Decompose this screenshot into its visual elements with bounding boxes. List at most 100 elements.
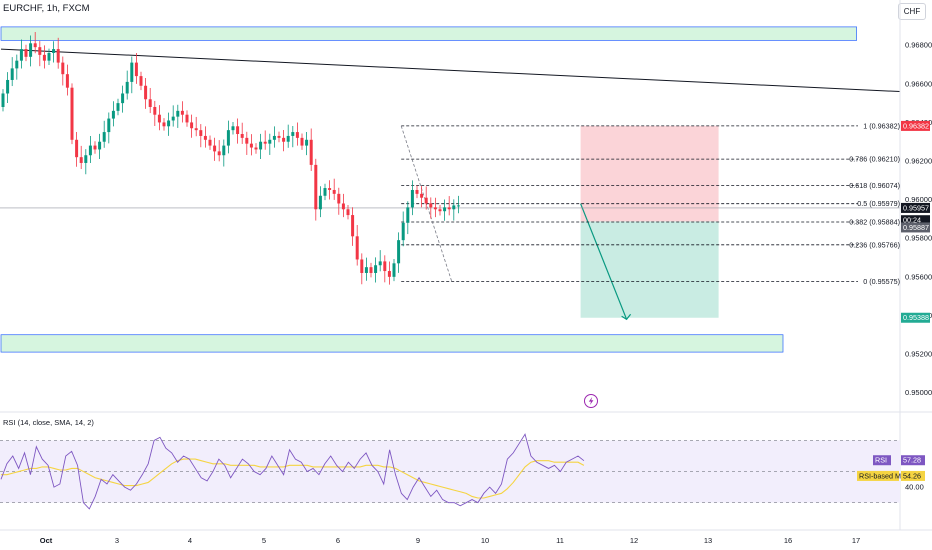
fib-level-label: 0.5 (0.95979): [857, 199, 900, 208]
candle-body: [231, 126, 235, 131]
price-tag-box: [901, 312, 930, 323]
time-axis[interactable]: Oct 3 4 5 6 9 10 11 12 13 16 17: [0, 529, 932, 545]
price-tag-label: 0.96382: [903, 121, 929, 130]
candle-body: [42, 54, 46, 61]
candle-body: [208, 139, 212, 146]
candle-body: [424, 197, 428, 204]
candle-body: [6, 79, 10, 94]
candle-body: [300, 137, 304, 146]
candle-body: [121, 93, 125, 104]
candle-body: [318, 195, 322, 210]
candle-body: [93, 145, 97, 150]
candle-body: [226, 130, 230, 146]
candle-body: [259, 141, 263, 150]
time-tick-label: 16: [784, 536, 792, 545]
rsi-ma-line: [1, 458, 585, 499]
candle-body: [263, 141, 267, 144]
candle-body: [397, 240, 401, 264]
candle-body: [19, 49, 23, 61]
rsi-value-box: [901, 455, 925, 466]
candle-body: [383, 261, 387, 272]
candle-body: [52, 49, 56, 53]
candle-body: [447, 207, 451, 210]
candle-body: [240, 134, 244, 138]
candle-body: [162, 122, 166, 127]
time-tick-label: 4: [188, 536, 192, 545]
time-tick-label: 3: [115, 536, 119, 545]
candle-body: [33, 43, 37, 48]
candle-body: [452, 205, 456, 210]
fib-level-label: 0.618 (0.96074): [849, 181, 900, 190]
candle-body: [328, 188, 332, 190]
candle-body: [116, 103, 120, 111]
rsi-tag-box: [873, 455, 891, 466]
candle-body: [429, 203, 433, 208]
price-tag-label: 0.95887: [903, 223, 929, 232]
candle-body: [38, 47, 42, 55]
candle-body: [199, 130, 203, 136]
price-tick-label: 0.95200: [905, 350, 932, 359]
candle-body: [190, 122, 194, 129]
lightning-icon[interactable]: [584, 394, 598, 408]
candle-body: [272, 135, 276, 140]
position-layer: [580, 125, 719, 321]
candle-body: [144, 85, 148, 100]
symbol-title[interactable]: EURCHF, 1h, FXCM: [3, 3, 90, 14]
candle-body: [236, 126, 240, 135]
price-tag-label: 0.95957: [903, 203, 929, 212]
candle-body: [56, 49, 60, 63]
candle-body: [346, 209, 350, 216]
candle-body: [401, 222, 405, 241]
currency-button[interactable]: CHF: [898, 3, 926, 20]
candle-body: [249, 143, 253, 148]
fib-level-label: 1 (0.96382): [863, 121, 900, 130]
candle-body: [360, 259, 364, 273]
candle-body: [387, 271, 391, 277]
candle-body: [323, 188, 327, 196]
price-tag-box: [901, 222, 930, 233]
candle-body: [254, 147, 258, 150]
time-tick-label: 11: [556, 536, 564, 545]
demand-zone: [0, 334, 784, 353]
price-tag-label: 0.95388: [903, 313, 929, 322]
ma-value: 54.26: [903, 471, 921, 480]
fib-level-label: 0.786 (0.96210): [849, 155, 900, 164]
candle-body: [415, 189, 419, 194]
trendline: [0, 48, 901, 93]
fib-level-label: 0.382 (0.95884): [849, 218, 900, 227]
candle-body: [157, 114, 161, 123]
candle-body: [185, 114, 189, 123]
time-tick-label: 17: [852, 536, 860, 545]
price-tick-label: 0.96600: [905, 79, 932, 88]
candle-body: [392, 263, 396, 277]
projection-arrow-head: [621, 313, 632, 321]
candle-body: [374, 265, 378, 273]
candle-body: [309, 139, 313, 165]
price-tick-label: 0.96000: [905, 195, 932, 204]
candle-body: [70, 87, 74, 140]
candle-body: [295, 132, 299, 138]
ma-value-box: [901, 470, 925, 481]
rsi-value: 57.28: [903, 456, 921, 465]
candle-body: [176, 110, 180, 117]
price-axis[interactable]: 0.968000.966000.964000.962000.960000.958…: [899, 0, 932, 530]
price-tick-label: 0.96200: [905, 157, 932, 166]
time-tick-label: 5: [262, 536, 266, 545]
candle-body: [410, 189, 414, 208]
candle-body: [10, 68, 14, 80]
rsi-label[interactable]: RSI (14, close, SMA, 14, 2): [3, 418, 94, 427]
candle-body: [61, 62, 65, 75]
projection-arrow-line: [580, 203, 628, 320]
candle-body: [355, 236, 359, 260]
ma-tag-label: RSI-based MA: [859, 471, 906, 480]
candle-body: [406, 207, 410, 223]
candle-body: [337, 193, 341, 204]
time-tick-label: 9: [416, 536, 420, 545]
candle-body: [15, 60, 19, 69]
candle-body: [98, 141, 102, 150]
candle-body: [378, 261, 382, 266]
candle-body: [111, 110, 115, 119]
fib-level-label: 0 (0.95575): [863, 277, 900, 286]
candle-body: [65, 74, 69, 88]
